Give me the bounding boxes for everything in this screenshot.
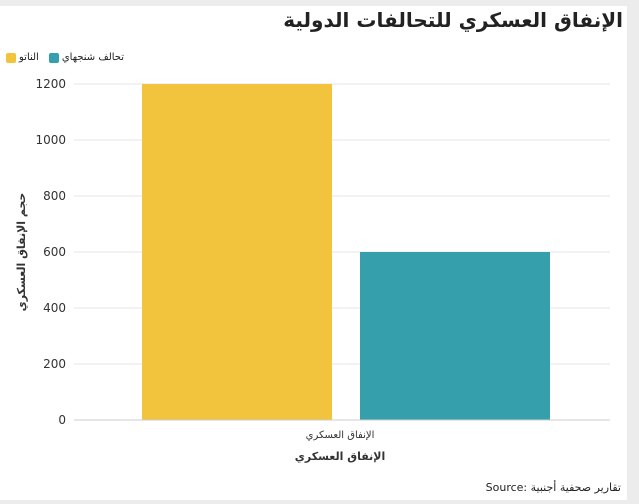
legend-item-sco[interactable]: تحالف شنجهاي (48, 52, 125, 63)
y-tick-label: 400 (43, 301, 66, 315)
y-tick-label: 800 (43, 189, 66, 203)
y-tick-label: 1000 (35, 133, 66, 147)
bar-nato[interactable] (142, 84, 332, 420)
y-tick-label: 0 (58, 413, 66, 427)
y-axis-title: حجم الإنفاق العسكري (15, 193, 28, 312)
y-tick-label: 1200 (35, 77, 66, 91)
x-tick-label: الإنفاق العسكري (306, 430, 375, 441)
bar-sco[interactable] (360, 252, 550, 420)
legend-label-nato: الناتو (19, 52, 39, 63)
chart-card: الإنفاق العسكري للتحالفات الدولية الناتو… (0, 6, 627, 500)
legend-label-sco: تحالف شنجهاي (61, 52, 125, 63)
chart-title: الإنفاق العسكري للتحالفات الدولية (283, 8, 623, 32)
legend-item-nato[interactable]: الناتو (6, 52, 39, 63)
x-axis-title: الإنفاق العسكري (295, 450, 385, 463)
legend: الناتو تحالف شنجهاي (6, 52, 124, 63)
legend-swatch-sco (48, 52, 59, 63)
y-tick-label: 200 (43, 357, 66, 371)
plot-area: 0 200 400 600 800 1000 1200 الإنفاق العسكري الإن… (15, 77, 610, 463)
y-tick-label: 600 (43, 245, 66, 259)
legend-swatch-nato (6, 52, 16, 63)
source-note: Source: تقارير صحفية أجنبية (485, 481, 621, 494)
